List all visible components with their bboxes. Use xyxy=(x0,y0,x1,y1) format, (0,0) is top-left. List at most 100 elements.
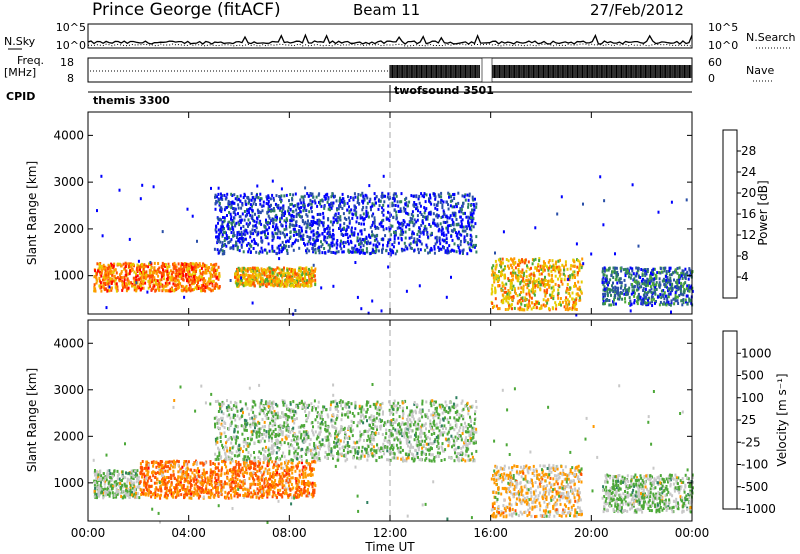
scatter-cell xyxy=(104,269,107,273)
scatter-cell xyxy=(214,269,217,273)
scatter-cell xyxy=(306,192,309,196)
scatter-cell xyxy=(635,266,638,270)
scatter-cell xyxy=(451,199,454,203)
scatter-cell xyxy=(299,210,302,214)
scatter-cell xyxy=(451,248,454,252)
noise-sky-label: N.Sky xyxy=(4,35,36,48)
scatter-cell xyxy=(685,198,688,202)
scatter-cell xyxy=(146,274,149,278)
scatter-cell xyxy=(275,283,278,287)
scatter-cell xyxy=(391,243,394,247)
scatter-cell xyxy=(300,206,303,209)
scatter-cell xyxy=(275,251,278,255)
scatter-cell xyxy=(304,243,306,247)
scatter-cell xyxy=(513,287,516,291)
scatter-cell xyxy=(345,229,348,233)
scatter-cell xyxy=(676,295,679,299)
scatter-cell xyxy=(248,278,251,282)
scatter-cell xyxy=(255,250,258,254)
scatter-cell xyxy=(439,222,442,226)
scatter-cell xyxy=(312,269,315,273)
scatter-cell xyxy=(318,212,321,216)
scatter-cell xyxy=(231,200,234,204)
scatter-cell xyxy=(411,210,414,214)
scatter-cell xyxy=(248,198,251,202)
scatter-cell xyxy=(396,249,399,253)
scatter-cell xyxy=(630,273,633,277)
scatter-cell xyxy=(462,201,465,205)
scatter-cell xyxy=(288,267,291,271)
scatter-cell xyxy=(316,204,319,208)
scatter-cell xyxy=(266,274,269,278)
scatter-cell xyxy=(182,265,185,269)
scatter-cell xyxy=(238,249,241,253)
scatter-cell xyxy=(383,200,386,204)
scatter-cell xyxy=(680,281,683,285)
scatter-cell xyxy=(626,271,629,275)
scatter-cell xyxy=(667,295,670,299)
scatter-cell xyxy=(512,284,515,288)
scatter-cell xyxy=(543,289,546,293)
scatter-cell xyxy=(371,299,374,303)
scatter-cell xyxy=(616,274,619,278)
scatter-cell xyxy=(329,208,332,212)
scatter-cell xyxy=(405,211,407,215)
scatter-cell xyxy=(183,288,186,292)
scatter-cell xyxy=(352,213,355,217)
scatter-cell xyxy=(531,301,534,305)
scatter-cell xyxy=(436,204,439,207)
scatter-cell xyxy=(232,220,235,224)
scatter-cell xyxy=(602,295,605,299)
scatter-cell xyxy=(654,286,657,290)
scatter-cell xyxy=(352,198,355,202)
scatter-cell xyxy=(245,222,248,226)
scatter-cell xyxy=(410,236,413,239)
scatter-cell xyxy=(519,306,522,310)
scatter-cell xyxy=(319,199,322,203)
scatter-cell xyxy=(196,284,198,287)
scatter-cell xyxy=(617,293,620,297)
scatter-cell xyxy=(348,221,351,225)
scatter-cell xyxy=(415,207,417,211)
scatter-cell xyxy=(125,493,128,497)
scatter-cell xyxy=(394,231,397,234)
scatter-cell xyxy=(272,221,275,225)
scatter-cell xyxy=(630,292,633,296)
scatter-cell xyxy=(525,278,528,282)
scatter-cell xyxy=(248,211,250,215)
scatter-cell xyxy=(358,243,360,246)
scatter-cell xyxy=(387,238,390,242)
scatter-cell xyxy=(231,474,234,478)
scatter-cell xyxy=(408,243,411,247)
scatter-cell xyxy=(627,269,630,273)
scatter-cell xyxy=(348,219,351,223)
scatter-cell xyxy=(418,239,421,243)
scatter-cell xyxy=(449,214,452,218)
scatter-cell xyxy=(289,222,292,226)
scatter-cell xyxy=(441,225,444,229)
scatter-cell xyxy=(532,277,535,281)
scatter-cell xyxy=(160,493,162,497)
scatter-cell xyxy=(604,302,606,306)
scatter-cell xyxy=(377,226,380,230)
scatter-cell xyxy=(177,285,180,289)
scatter-cell xyxy=(157,262,160,265)
scatter-cell xyxy=(527,260,530,264)
scatter-cell xyxy=(664,285,667,288)
scatter-cell xyxy=(166,476,168,479)
scatter-cell xyxy=(418,235,421,239)
scatter-cell xyxy=(313,221,316,224)
scatter-cell xyxy=(376,226,379,229)
scatter-cell xyxy=(202,283,205,287)
scatter-cell xyxy=(347,216,350,220)
scatter-cell xyxy=(381,237,384,241)
scatter-cell xyxy=(108,265,111,269)
scatter-cell xyxy=(648,289,651,293)
scatter-cell xyxy=(253,199,256,203)
scatter-cell xyxy=(332,232,334,236)
scatter-cell xyxy=(449,199,452,203)
scatter-cell xyxy=(575,242,578,246)
scatter-cell xyxy=(521,268,524,272)
scatter-cell xyxy=(658,295,661,299)
scatter-cell xyxy=(104,277,107,281)
